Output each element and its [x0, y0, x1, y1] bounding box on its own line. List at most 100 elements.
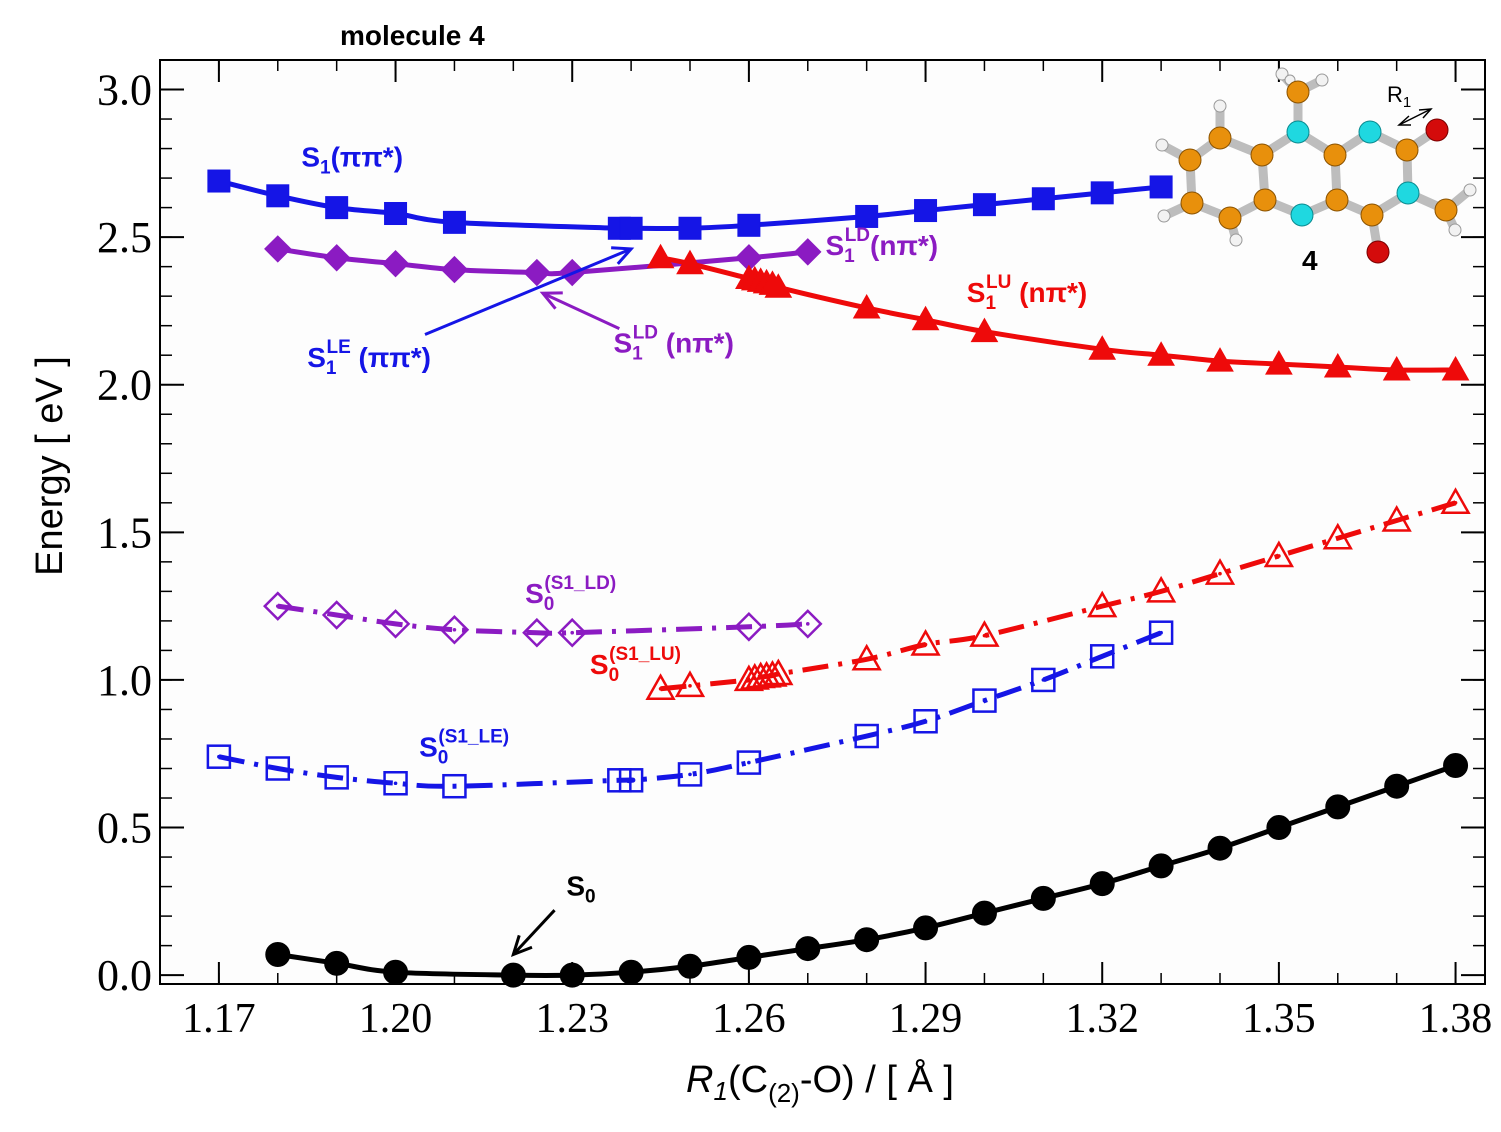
annotation-base: S: [566, 870, 585, 901]
data-point-dot-s0-s1-lu: [658, 686, 663, 691]
data-point-s0-s1-lu: [1381, 504, 1412, 532]
data-point-dot-s0-s1-lu: [776, 672, 781, 676]
annotation-sub: 0: [585, 886, 596, 907]
data-point-dot-s0-s1-le: [217, 754, 221, 759]
data-point-s1: [442, 210, 466, 234]
data-point-dot-s0-s1-lu: [1335, 536, 1340, 541]
x-tick-label: 1.32: [1065, 996, 1139, 1042]
x-tick-label: 1.23: [535, 996, 609, 1042]
data-point-s0: [559, 962, 585, 988]
data-point-s1: [325, 196, 349, 220]
data-point-s0: [265, 941, 291, 967]
data-point-dot-s0-s1-lu: [1394, 518, 1399, 523]
data-point-s1lu-n: [1441, 355, 1470, 381]
molecule-carbon-atoms: [1178, 80, 1458, 230]
data-point-s1: [1090, 181, 1114, 205]
data-point-s1: [1031, 187, 1055, 211]
data-point-s0: [383, 959, 409, 985]
annotation-base: S: [307, 342, 326, 373]
data-point-s0: [1148, 853, 1174, 879]
arrow-s1ld-head: [539, 291, 563, 310]
annotation-sub: 1: [326, 358, 337, 379]
arrow-s1le-head: [611, 246, 635, 265]
data-point-s0: [1207, 835, 1233, 861]
data-point-s1lu-n: [970, 317, 999, 343]
annotation-base: S: [301, 141, 320, 172]
y-tick-label: 0.0: [97, 951, 152, 1000]
data-point-s1: [266, 184, 290, 208]
data-point-s0: [1443, 753, 1469, 779]
y-tick-label: 1.5: [97, 508, 152, 557]
annotation-s1pp: S1(ππ*): [301, 141, 403, 178]
data-point-s0: [1266, 815, 1292, 841]
series-annotations: S1(ππ*)S1LD(nπ*)S1LU (nπ*)S1LE (ππ*) S1LD…: [301, 141, 1087, 907]
axis-ticks: 1.17 1.20 1.23 1.26 1.29 1.32 1.35 1.38 0.0 0.5 1.…: [97, 60, 1492, 1042]
chart-title: molecule 4: [340, 20, 485, 51]
x-tick-label: 1.17: [182, 996, 256, 1042]
data-point-s0-s1-ld: [522, 617, 552, 648]
x-axis-label-tail: -O) / [ Å ]: [800, 1057, 954, 1101]
data-point-s1ld-n: [381, 249, 410, 278]
data-point-s0-s1-lu: [1263, 540, 1295, 568]
annotation-s0: S0: [566, 870, 595, 907]
data-point-s0: [1384, 773, 1410, 799]
data-point-s0-s1-ld: [263, 591, 293, 621]
plot-area: [159, 59, 1486, 985]
data-point-s0-s1-lu: [674, 670, 706, 698]
data-point-s0: [1325, 794, 1351, 820]
data-point-s0-s1-lu: [1440, 487, 1471, 515]
annotation-rest: (nπ*): [1011, 277, 1087, 308]
data-point-s1lu-n: [1206, 347, 1234, 372]
annotation-s1ld_right: S1LD(nπ*): [825, 225, 938, 267]
data-point-s1: [972, 193, 996, 217]
data-point-s1: [914, 199, 938, 223]
data-point-s0: [854, 927, 880, 953]
data-point-dot-s0-s1-le: [452, 784, 457, 789]
data-point-s0-s1-le: [854, 723, 879, 749]
data-point-dot-s0-s1-ld: [805, 622, 810, 626]
data-point-s1: [619, 216, 643, 240]
data-point-s1lu-n: [1323, 352, 1352, 378]
data-point-s0-s1-le: [677, 762, 703, 787]
data-point-s0: [736, 944, 762, 970]
molecule-number: 4: [1302, 245, 1318, 276]
data-point-s1: [737, 213, 761, 237]
data-point-s1ld-n: [794, 238, 822, 266]
data-point-s0-s1-lu: [969, 620, 1000, 647]
annotation-sup: (S1_LU): [609, 644, 681, 665]
data-point-s0-s1-ld: [793, 609, 823, 639]
data-point-s1lu-n: [646, 243, 675, 269]
data-point-s0: [677, 953, 703, 979]
data-point-dot-s0-s1-lu: [688, 684, 692, 688]
data-point-dot-s0-s1-le: [1100, 654, 1105, 659]
x-tick-label: 1.35: [1242, 996, 1316, 1042]
data-point-s0: [913, 915, 939, 941]
x-axis-label: R1(C(2)-O) / [ Å ]: [686, 1057, 954, 1108]
annotation-sup: (S1_LE): [438, 727, 509, 748]
data-point-s0-s1-le: [972, 688, 997, 713]
data-point-s1lu-n: [1088, 335, 1117, 360]
data-point-s0-s1-lu: [1322, 522, 1353, 550]
molecule-inset: R1 4: [1155, 67, 1477, 276]
data-point-s0-s1-ld: [439, 614, 470, 645]
arrow-s0-head: [510, 934, 533, 958]
series-line-s0-s1-ld: [277, 603, 808, 636]
molecule-oxygen-atoms: [1366, 118, 1449, 264]
data-point-s0-s1-le: [1031, 667, 1056, 693]
data-point-dot-s0-s1-lu: [1453, 501, 1458, 505]
data-point-dot-s0-s1-lu: [1277, 554, 1281, 558]
data-point-dot-s0-s1-le: [629, 778, 633, 783]
annotation-s1ld_lower: S1LD (nπ*): [613, 322, 733, 364]
data-point-s1: [678, 216, 702, 240]
y-tick-label: 1.0: [97, 656, 152, 705]
annotation-sup: LU: [986, 272, 1011, 293]
data-point-s0-s1-lu: [1087, 590, 1118, 618]
data-point-dot-s0-s1-le: [747, 760, 751, 765]
x-tick-label: 1.29: [889, 996, 963, 1042]
data-point-dot-s0-s1-lu: [1159, 589, 1163, 594]
data-point-dot-s0-s1-le: [393, 781, 398, 786]
data-point-s0: [795, 936, 821, 962]
annotation-s0le: S0(S1_LE): [419, 727, 509, 769]
series-line-s0-s1-le: [218, 630, 1163, 789]
annotation-sub: 0: [544, 594, 555, 615]
